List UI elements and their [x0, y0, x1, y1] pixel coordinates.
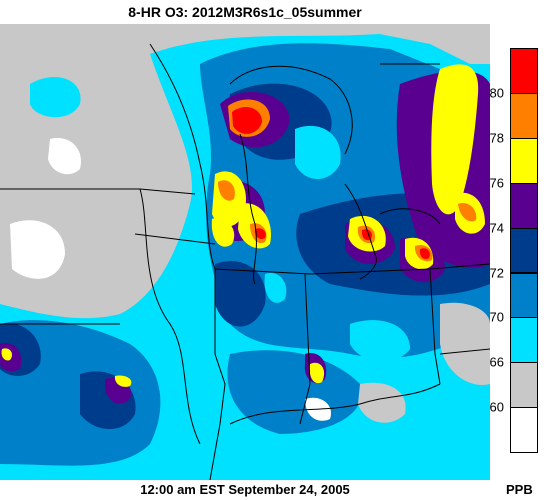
zone-yellow-w — [1, 348, 13, 361]
color-legend: 80 78 76 74 72 70 66 60 — [490, 48, 540, 454]
map-title: 8-HR O3: 2012M3R6s1c_05summer — [128, 4, 362, 20]
unit-label: PPB — [506, 482, 533, 497]
zone-yellow-east — [431, 64, 479, 215]
zone-high-center — [215, 260, 266, 327]
zone-orange-ne — [458, 203, 477, 222]
zone-gray-ne — [440, 24, 490, 54]
legend-swatch — [510, 227, 538, 274]
zone-yellow-wi-3 — [211, 218, 235, 247]
legend-label: 66 — [489, 354, 504, 370]
legend-label: 60 — [489, 399, 504, 415]
zone-white-nw — [48, 138, 81, 175]
zone-yellow-s — [309, 362, 325, 384]
boundary-line-7 — [429, 268, 441, 385]
zone-white-w — [10, 220, 65, 279]
boundary-line-11 — [229, 383, 441, 425]
state-boundaries — [0, 43, 490, 480]
legend-swatch — [510, 407, 538, 454]
boundary-line-9 — [139, 188, 201, 445]
legend-label: 78 — [489, 130, 504, 146]
zone-orange-wi — [218, 180, 235, 201]
zone-gray-e — [440, 302, 490, 385]
zone-low-pocket-2 — [264, 273, 287, 303]
legend-swatch — [510, 317, 538, 364]
legend-label: 74 — [489, 220, 504, 236]
legend-swatch — [510, 137, 538, 184]
boundary-line-8 — [439, 348, 490, 355]
ozone-map — [0, 24, 490, 480]
zone-gray-se — [358, 382, 406, 423]
zone-low-pocket-1 — [295, 125, 341, 179]
ozone-map-canvas — [0, 24, 490, 480]
legend-swatch — [510, 272, 538, 319]
legend-label: 72 — [489, 265, 504, 280]
legend-label: 76 — [489, 175, 504, 191]
legend-label: 80 — [489, 85, 504, 101]
boundary-line-13 — [239, 133, 257, 285]
boundary-line-15 — [379, 208, 441, 225]
zone-red-oh — [419, 248, 430, 259]
legend-swatch — [510, 48, 538, 94]
zone-low-nw — [30, 76, 81, 118]
zone-low-pocket-3 — [350, 320, 410, 362]
boundary-line-6 — [299, 273, 311, 425]
zone-yellow-sw — [114, 375, 132, 387]
legend-swatch — [510, 362, 538, 409]
boundary-line-12 — [229, 65, 353, 155]
boundary-line-4 — [149, 43, 216, 270]
legend-label: 70 — [489, 309, 504, 325]
boundary-line-5 — [209, 269, 226, 480]
legend-swatch — [510, 92, 538, 139]
zone-red-wi — [254, 228, 266, 239]
legend-swatch — [510, 182, 538, 229]
boundary-line-14 — [344, 183, 377, 280]
zone-red-north — [232, 107, 262, 134]
boundary-line-2 — [134, 233, 216, 245]
map-timestamp: 12:00 am EST September 24, 2005 — [140, 482, 350, 497]
